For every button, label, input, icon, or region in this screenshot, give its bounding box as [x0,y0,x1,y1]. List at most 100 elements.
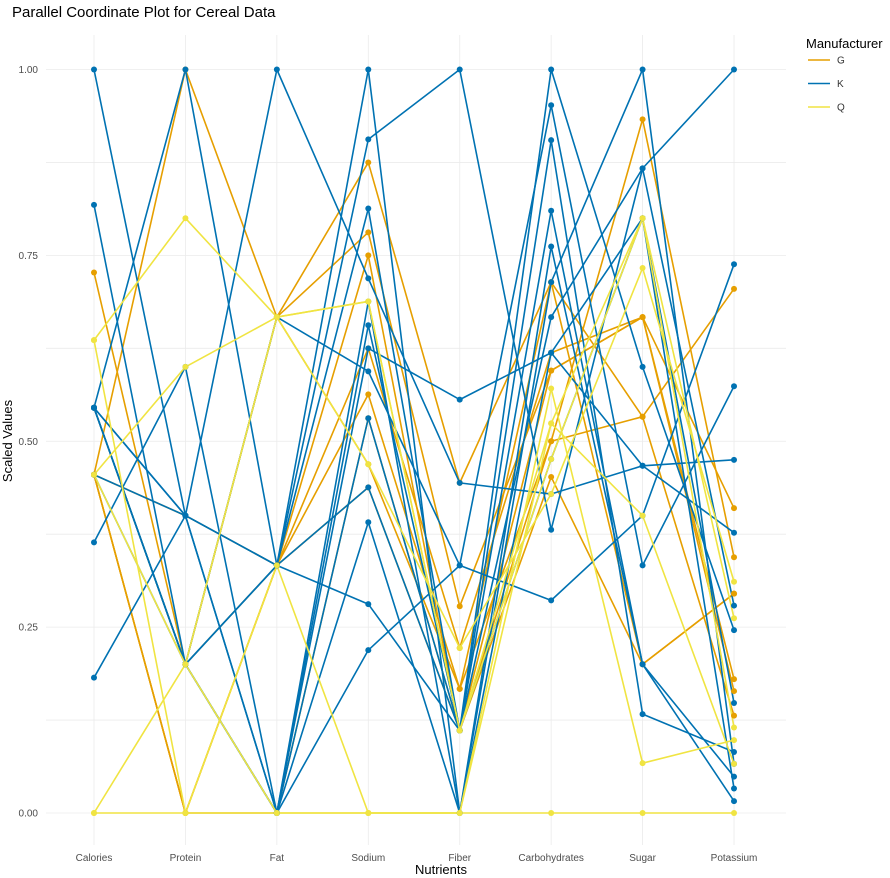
data-point [182,512,189,519]
data-point [731,578,738,585]
data-point [731,688,738,695]
data-point [731,602,738,609]
data-point [639,116,646,123]
data-point [456,810,463,816]
data-point [365,252,372,259]
series-line [93,68,735,567]
y-tick-label: 1.00 [19,65,39,76]
data-point [182,661,189,668]
data-point [639,165,646,172]
data-point [548,207,555,214]
data-point [548,526,555,533]
data-point [731,554,738,561]
data-point [548,314,555,321]
data-point [731,737,738,744]
data-point [548,597,555,604]
x-tick-labels: Calories Protein Fat Sodium Fiber Carbohydrat… [76,853,758,864]
data-point [731,773,738,780]
series-line [93,118,735,690]
data-point [456,396,463,403]
data-point [365,298,372,305]
data-point [548,385,555,392]
series-line [93,161,735,666]
data-point [365,368,372,375]
series-line [93,316,735,680]
y-tick-labels: 0.00 0.25 0.50 0.75 1.00 [19,65,39,820]
data-point [456,727,463,734]
data-point [548,66,555,73]
data-point [456,603,463,610]
data-point [91,810,97,816]
chart-title: Parallel Coordinate Plot for Cereal Data [12,4,276,21]
data-point [639,512,646,519]
data-point [365,66,372,73]
data-point [456,644,463,651]
data-point [731,627,738,634]
data-point [639,265,646,272]
series-line [93,68,735,814]
data-point [91,269,97,276]
data-point [365,810,372,816]
data-point [731,810,738,816]
data-point [91,539,97,546]
data-point [365,205,372,212]
data-point [731,66,738,73]
grid-layer [46,35,786,845]
data-point [731,785,738,792]
data-point [639,66,646,73]
series-line [93,281,735,690]
data-point [639,413,646,420]
data-point [91,337,97,344]
x-tick-label: Fat [270,853,285,864]
legend-label: Q [837,103,845,114]
series-line [93,139,735,814]
y-tick-label: 0.25 [19,623,39,634]
data-point [182,215,189,222]
data-point [639,661,646,668]
data-point [639,562,646,569]
series-line [93,267,735,649]
data-point [365,601,372,608]
data-point [731,285,738,292]
data-point [365,484,372,491]
data-point [639,462,646,469]
data-point [731,724,738,731]
data-point [548,243,555,250]
data-point [365,229,372,236]
legend-label: K [837,79,844,90]
x-tick-label: Carbohydrates [518,853,584,864]
data-point [273,810,280,816]
data-point [731,760,738,767]
data-point [365,345,372,352]
data-point [182,66,189,73]
data-point [456,685,463,692]
legend-title: Manufacturer [806,36,883,51]
data-point [182,810,189,816]
series-line [93,68,735,534]
data-point [273,314,280,321]
data-point [365,391,372,398]
data-point [731,456,738,463]
data-point [731,712,738,719]
data-point [548,473,555,480]
x-tick-label: Protein [170,853,202,864]
data-point [731,590,738,597]
data-point [365,461,372,468]
data-point [731,798,738,805]
data-point [731,749,738,756]
data-point [731,383,738,390]
data-point [365,322,372,329]
y-tick-label: 0.50 [19,437,39,448]
data-point [639,760,646,767]
series-line [93,387,735,814]
data-point [548,102,555,109]
series-line [93,68,735,732]
legend: Manufacturer G K Q [806,36,883,114]
data-point [731,529,738,536]
data-point [273,66,280,73]
data-point [548,349,555,356]
data-point [639,711,646,718]
data-point [91,201,97,208]
data-point [639,363,646,370]
